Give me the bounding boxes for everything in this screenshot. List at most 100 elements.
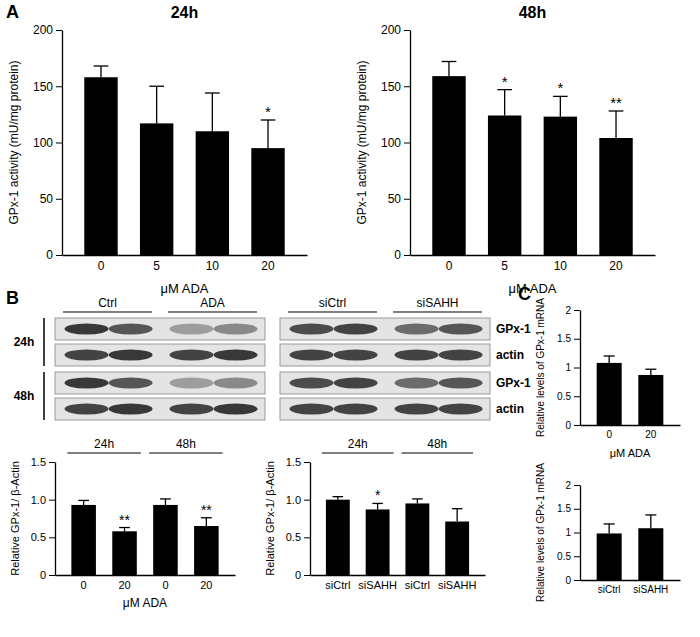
error-bar <box>160 499 171 505</box>
tick-label: 1 <box>565 527 571 538</box>
tick-mark <box>56 30 62 31</box>
x-tick: 10 <box>206 255 220 273</box>
error-bar <box>442 62 457 77</box>
error-bar-stem <box>457 509 458 522</box>
significance: ** <box>201 502 212 518</box>
group-label: 48h <box>427 437 447 451</box>
lane-group-label: Ctrl <box>98 296 117 310</box>
y-tick: 50 <box>388 192 410 206</box>
blot-band <box>109 324 153 335</box>
blot-band <box>334 404 378 415</box>
group-label: 48h <box>176 437 196 451</box>
error-bar-cap <box>333 496 344 497</box>
plot-area <box>84 66 284 255</box>
y-axis: 050100150200 <box>381 23 411 262</box>
tick-label: siSAHH <box>358 579 397 591</box>
y-tick: 0 <box>565 420 580 431</box>
bar <box>194 526 219 575</box>
error-bar <box>261 120 276 148</box>
error-bar-stem <box>156 86 157 123</box>
time-bracket <box>43 372 45 420</box>
time-bracket <box>43 318 45 366</box>
y-tick: 1 <box>565 362 580 373</box>
y-axis: 050100150200 <box>33 23 63 262</box>
tick-mark <box>404 30 410 31</box>
y-tick: 0 <box>565 575 580 586</box>
x-axis: 051020 <box>411 255 656 273</box>
panel-label: A <box>6 2 19 22</box>
y-tick: 1.5 <box>557 503 580 514</box>
bar <box>544 117 577 255</box>
plot-area <box>597 515 664 580</box>
time-label: 48h <box>14 389 35 403</box>
lane-group-label: siCtrl <box>319 296 346 310</box>
error-bar-stem <box>377 503 378 509</box>
axis-line <box>581 580 681 581</box>
blot-band <box>290 324 334 335</box>
blot-band <box>439 350 483 361</box>
bar <box>445 522 469 575</box>
bar <box>153 505 178 575</box>
significance: * <box>375 487 381 503</box>
bar <box>251 148 284 255</box>
tick-mark <box>574 368 580 369</box>
bar <box>405 503 429 575</box>
blot-band <box>65 378 109 389</box>
tick-label: 100 <box>33 136 53 150</box>
tick-mark <box>49 462 55 463</box>
tick-mark <box>574 556 580 557</box>
error-bar-cap <box>94 65 109 66</box>
blot-strip <box>55 398 265 420</box>
error-bar-cap <box>412 498 423 499</box>
blot-band <box>170 378 214 389</box>
x-tick: 20 <box>200 575 212 591</box>
y-axis: 00.51.01.5 <box>286 456 311 581</box>
tick-mark <box>49 537 55 538</box>
time-label: 24h <box>14 335 35 349</box>
error-bar <box>149 86 164 123</box>
tick-label: 0 <box>162 579 168 591</box>
blot-strip <box>280 372 490 394</box>
band-label: actin <box>496 348 524 362</box>
x-tick: siCtrl <box>325 575 350 591</box>
blot-band <box>439 378 483 389</box>
x-tick: siCtrl <box>405 575 430 591</box>
group-line <box>322 452 394 453</box>
blot-band <box>65 404 109 415</box>
chart-title: 48h <box>519 4 547 21</box>
tick-label: 150 <box>381 80 401 94</box>
tick-label: siCtrl <box>405 579 430 591</box>
tick-mark <box>404 255 410 256</box>
tick-label: siSAHH <box>438 579 477 591</box>
group-line <box>401 452 473 453</box>
blot-strip <box>55 372 265 394</box>
x-axis-label: μM ADA <box>161 281 209 296</box>
blot-band <box>395 324 439 335</box>
error-bar <box>205 93 220 131</box>
blot-band <box>170 350 214 361</box>
tick-label: 1.5 <box>557 503 571 514</box>
x-tick: 5 <box>153 255 160 273</box>
tick-mark <box>574 485 580 486</box>
tick-mark <box>56 143 62 144</box>
error-bar <box>604 524 615 534</box>
tick-label: 0 <box>394 248 401 262</box>
error-bar <box>497 90 512 116</box>
x-tick: siCtrl <box>598 580 621 595</box>
blot-band <box>290 378 334 389</box>
error-bar-stem <box>206 518 207 526</box>
lane-group-line <box>288 311 377 312</box>
tick-label: 2 <box>565 480 571 491</box>
tick-mark <box>56 199 62 200</box>
x-tick: 20 <box>609 255 623 273</box>
bar <box>638 375 663 425</box>
bar-chart: 00.51.01.5020020****24h48hRelative GPx-1… <box>9 437 236 610</box>
tick-label: 0 <box>40 569 46 581</box>
tick-label: 0 <box>46 248 53 262</box>
y-tick: 200 <box>33 23 62 37</box>
y-tick: 1.0 <box>31 494 55 506</box>
y-axis-label: Relative levels of GPx-1 mRNA <box>535 298 546 437</box>
axis-line <box>55 463 56 576</box>
figure: ABCCtrlADAsiCtrlsiSAHH24hGPx-1actin48hGP… <box>0 0 700 637</box>
group-label: 24h <box>94 437 114 451</box>
